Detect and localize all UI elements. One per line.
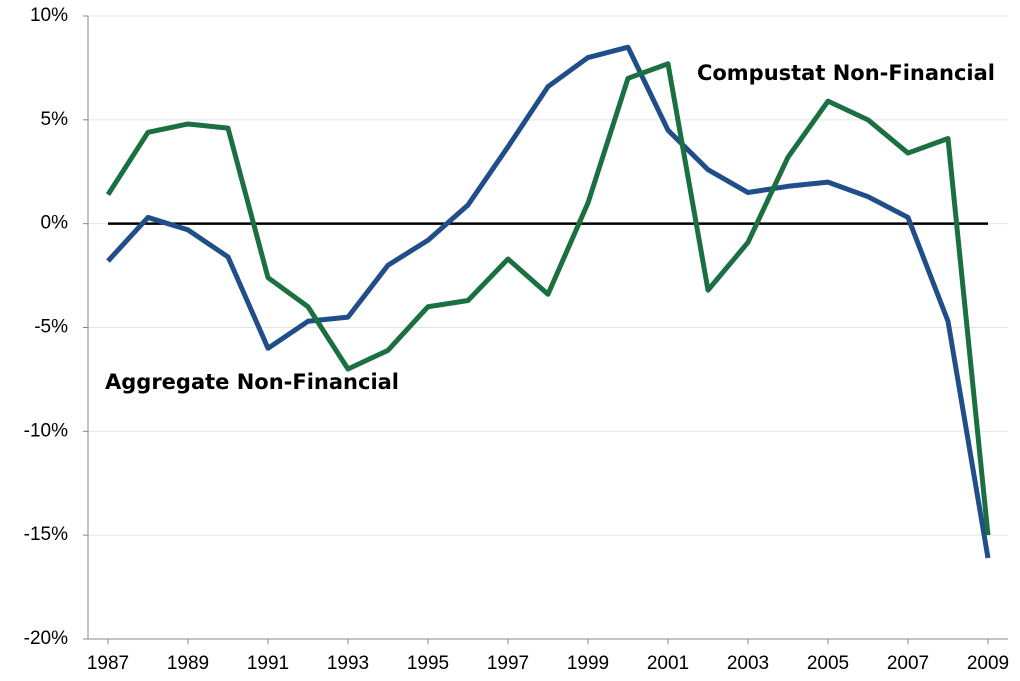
y-tick-label: -5% [34, 317, 68, 338]
series-label: Compustat Non-Financial [697, 61, 995, 85]
x-tick-label: 1989 [167, 653, 209, 674]
line-series [106, 44, 991, 559]
y-tick-label: -20% [24, 628, 68, 649]
x-tick-label: 1997 [487, 653, 529, 674]
x-tick-label: 2001 [647, 653, 689, 674]
y-tick-label: 10% [30, 5, 68, 26]
x-tick-label: 1991 [247, 653, 289, 674]
line-series [105, 61, 991, 536]
y-tick-label: 5% [41, 109, 69, 130]
x-tick-label: 2005 [807, 653, 849, 674]
x-tick-label: 2007 [887, 653, 929, 674]
x-tick-label: 1987 [87, 653, 129, 674]
series-label: Aggregate Non-Financial [105, 370, 399, 394]
x-tick-label: 1993 [327, 653, 369, 674]
x-tick-label: 2009 [967, 653, 1009, 674]
x-tick-label: 1995 [407, 653, 449, 674]
y-tick-label: 0% [41, 213, 69, 234]
x-tick-label: 2003 [727, 653, 769, 674]
y-tick-label: -10% [24, 420, 68, 441]
x-tick-label: 1999 [567, 653, 609, 674]
y-tick-label: -15% [24, 524, 68, 545]
